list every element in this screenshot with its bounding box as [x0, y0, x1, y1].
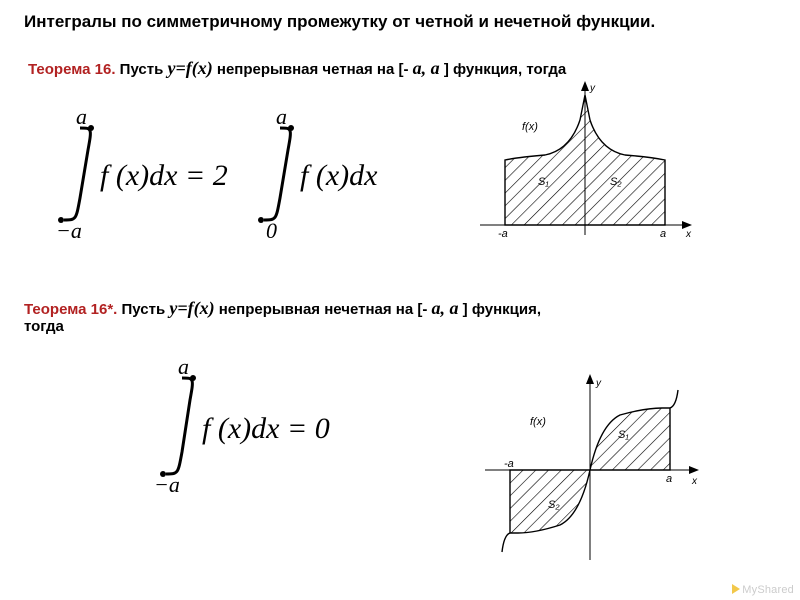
s1: S₁ [538, 176, 549, 188]
int2-body: f (x)dx [300, 159, 378, 192]
int1-dot-top [88, 125, 94, 131]
odd-ext-bot [502, 533, 510, 552]
graph-odd-svg: y x -a a f(x) S₁ S₂ [470, 370, 710, 570]
formula-even-svg: a −a f (x)dx = 2 a 0 f (x)dx [40, 100, 420, 240]
graph-odd: y x -a a f(x) S₁ S₂ [470, 370, 710, 575]
graph-even: y x -a a f(x) S₁ S₂ [470, 75, 700, 260]
x-label: x [685, 229, 692, 240]
formula-even: a −a f (x)dx = 2 a 0 f (x)dx [40, 100, 420, 240]
even-region [505, 95, 665, 225]
theorem16s-a: a, a [432, 298, 459, 318]
int1-upper: a [76, 104, 87, 129]
formula-odd: a −a f (x)dx = 0 [140, 350, 400, 500]
watermark-text: MyShared [742, 584, 794, 596]
int3-sign [166, 378, 192, 474]
int3-dot-top [190, 375, 196, 381]
theorem16s-t1: Пусть [122, 301, 170, 318]
int2-sign [264, 128, 290, 220]
theorem16s-t2: непрерывная нечетная на [- [219, 301, 432, 318]
graph-even-svg: y x -a a f(x) S₁ S₂ [470, 75, 700, 255]
y-arrow-2 [586, 374, 594, 384]
int3-upper: a [178, 354, 189, 379]
int2-dot-bot [258, 217, 264, 223]
neg-a-2: -a [504, 458, 514, 470]
x-label-2: x [691, 476, 698, 487]
theorem16-func: y=f(x) [168, 58, 213, 78]
int3-lower: −a [154, 472, 180, 497]
odd-pos-region [590, 408, 670, 470]
theorem16-t2: непрерывная четная на [- [217, 61, 413, 78]
pos-a: a [660, 228, 666, 240]
f-label-2: f(x) [530, 416, 546, 428]
watermark: MyShared [732, 584, 794, 596]
watermark-icon [732, 584, 740, 594]
theorem16-a: a, a [413, 58, 440, 78]
int3-body: f (x)dx = 0 [202, 412, 330, 445]
int1-lower: −a [56, 218, 82, 240]
int2-upper: a [276, 104, 287, 129]
x-arrow-2 [689, 466, 699, 474]
neg-a: -a [498, 228, 508, 240]
page-title: Интегралы по симметричному промежутку от… [24, 12, 655, 32]
s2-2: S₂ [548, 499, 560, 511]
int1-body: f (x)dx = 2 [100, 159, 228, 192]
y-label-2: y [595, 378, 602, 389]
theorem16-t1: Пусть [120, 61, 168, 78]
f-label: f(x) [522, 121, 538, 133]
int2-dot-top [288, 125, 294, 131]
x-arrow [682, 221, 692, 229]
theorem16s-line2: тогда [24, 318, 64, 335]
int2-lower: 0 [266, 218, 277, 240]
s1-2: S₁ [618, 429, 629, 441]
s2: S₂ [610, 176, 622, 188]
formula-odd-svg: a −a f (x)dx = 0 [140, 350, 400, 500]
int1-sign [64, 128, 90, 220]
theorem16-label: Теорема 16. [28, 61, 116, 78]
y-arrow [581, 81, 589, 91]
odd-ext-top [670, 390, 678, 408]
theorem16s-t3: ] функция, [463, 301, 541, 318]
y-label: y [589, 83, 596, 94]
theorem16s-line: Теорема 16*. Пусть y=f(x) непрерывная не… [24, 298, 541, 319]
theorem16s-label: Теорема 16*. [24, 301, 117, 318]
theorem16s-func: y=f(x) [169, 298, 214, 318]
pos-a-2: a [666, 473, 672, 485]
